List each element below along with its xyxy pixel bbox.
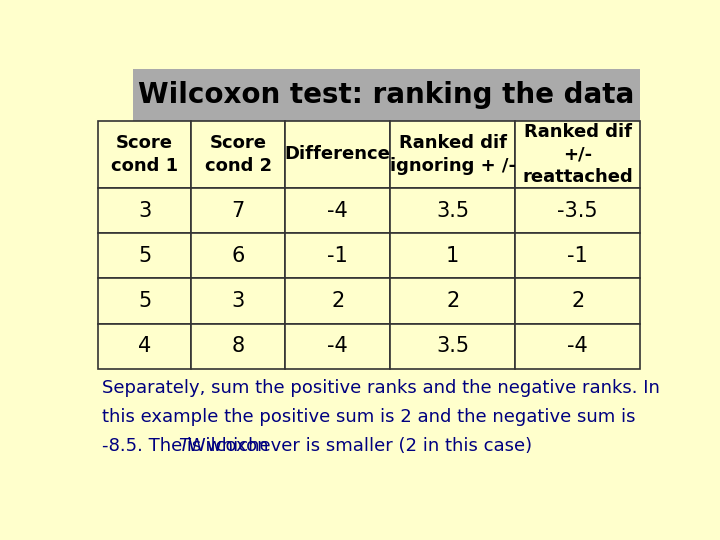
Text: -1: -1 <box>567 246 588 266</box>
Text: 4: 4 <box>138 336 151 356</box>
Text: -4: -4 <box>328 336 348 356</box>
Text: Ranked dif
+/-
reattached: Ranked dif +/- reattached <box>523 123 633 186</box>
Text: Difference: Difference <box>285 145 391 164</box>
Bar <box>132 69 640 121</box>
Bar <box>192 188 285 233</box>
Text: -3.5: -3.5 <box>557 200 598 220</box>
Bar <box>390 233 516 279</box>
Bar <box>98 188 192 233</box>
Text: 5: 5 <box>138 291 151 311</box>
Text: 7: 7 <box>232 200 245 220</box>
Text: -8.5. The Wilcoxon: -8.5. The Wilcoxon <box>102 437 274 455</box>
Text: 1: 1 <box>446 246 459 266</box>
Bar <box>192 323 285 369</box>
Bar <box>192 233 285 279</box>
Text: Score
cond 1: Score cond 1 <box>111 134 178 174</box>
Text: 2: 2 <box>331 291 344 311</box>
Text: is whichever is smaller (2 in this case): is whichever is smaller (2 in this case) <box>181 437 533 455</box>
Text: -4: -4 <box>328 200 348 220</box>
Text: -4: -4 <box>567 336 588 356</box>
Bar <box>192 279 285 323</box>
Text: Separately, sum the positive ranks and the negative ranks. In: Separately, sum the positive ranks and t… <box>102 379 660 397</box>
Bar <box>516 323 640 369</box>
Bar <box>390 121 516 188</box>
Text: -1: -1 <box>328 246 348 266</box>
Text: 3.5: 3.5 <box>436 200 469 220</box>
Text: 3.5: 3.5 <box>436 336 469 356</box>
Bar <box>285 188 390 233</box>
Text: Ranked dif
ignoring + /-: Ranked dif ignoring + /- <box>390 134 516 174</box>
Text: 8: 8 <box>232 336 245 356</box>
Bar <box>390 323 516 369</box>
Bar <box>285 279 390 323</box>
Text: T: T <box>178 437 189 455</box>
Bar <box>285 121 390 188</box>
Bar <box>285 323 390 369</box>
Bar <box>98 121 192 188</box>
Bar <box>192 121 285 188</box>
Text: 2: 2 <box>446 291 459 311</box>
Bar <box>516 279 640 323</box>
Bar <box>390 188 516 233</box>
Text: 6: 6 <box>232 246 245 266</box>
Text: Wilcoxon test: ranking the data: Wilcoxon test: ranking the data <box>138 81 634 109</box>
Bar <box>390 279 516 323</box>
Bar <box>98 279 192 323</box>
Bar <box>516 188 640 233</box>
Text: 2: 2 <box>571 291 585 311</box>
Text: 3: 3 <box>138 200 151 220</box>
Bar <box>516 233 640 279</box>
Text: Score
cond 2: Score cond 2 <box>204 134 272 174</box>
Text: this example the positive sum is 2 and the negative sum is: this example the positive sum is 2 and t… <box>102 408 635 426</box>
Bar <box>98 233 192 279</box>
Bar <box>98 323 192 369</box>
Bar <box>285 233 390 279</box>
Text: 5: 5 <box>138 246 151 266</box>
Bar <box>516 121 640 188</box>
Text: 3: 3 <box>232 291 245 311</box>
